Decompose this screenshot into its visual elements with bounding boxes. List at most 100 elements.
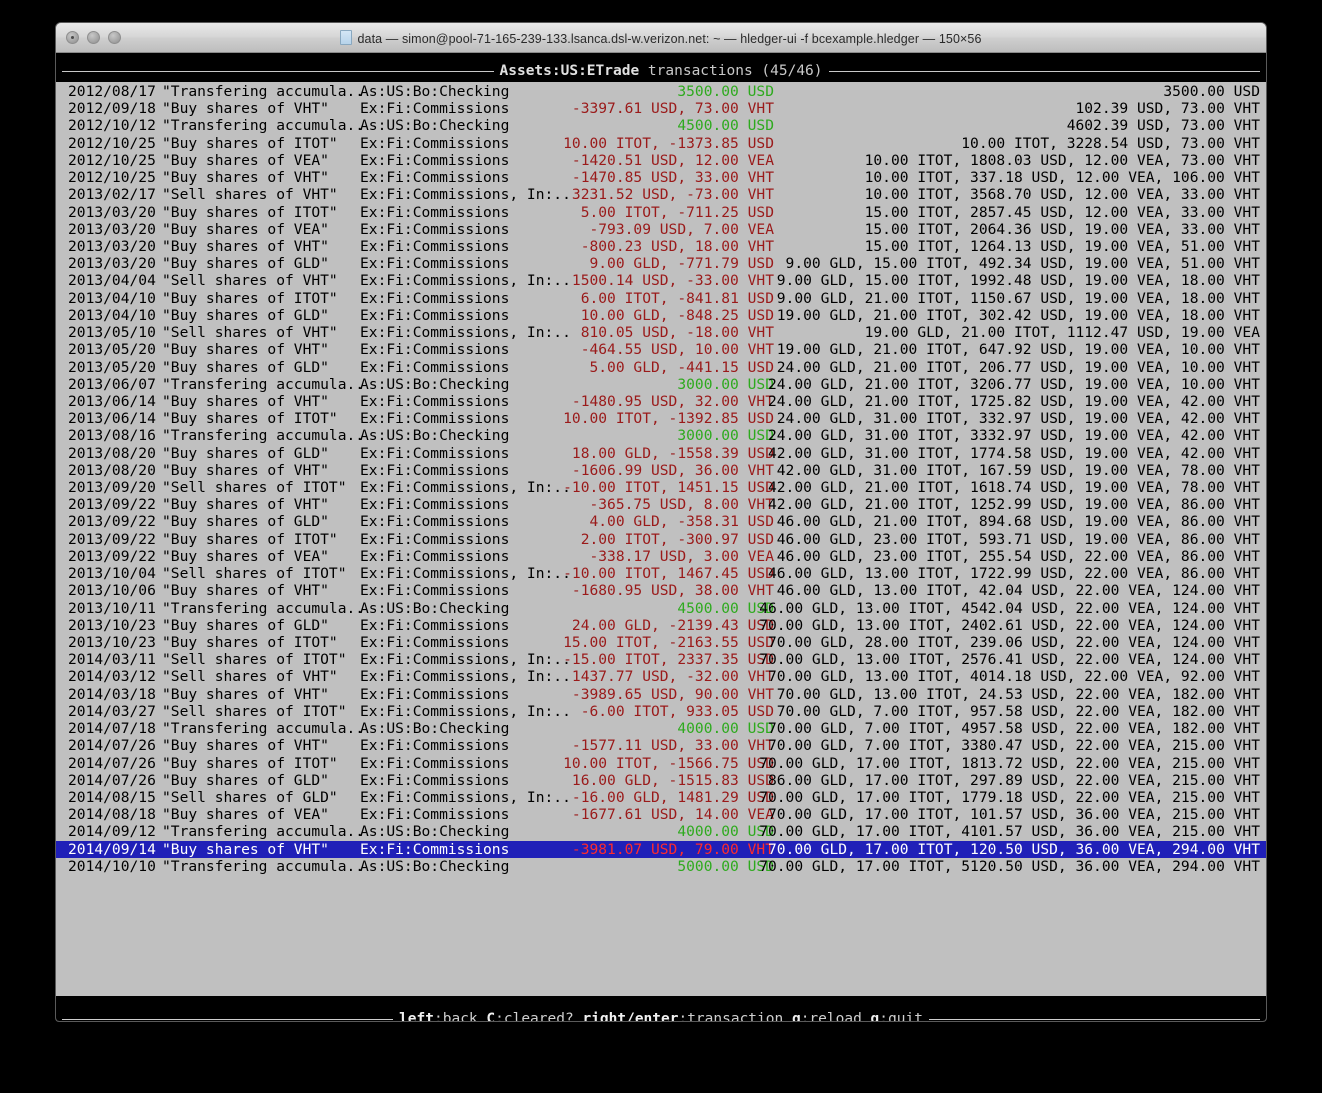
row-description: "Buy shares of ITOT"	[162, 203, 338, 221]
table-row[interactable]: 2012/08/17 "Transfering accumula.. As:US:B…	[56, 83, 1266, 100]
row-amount: -1420.51 USD, 12.00 VEA	[571, 151, 774, 169]
table-row[interactable]: 2013/04/10 "Buy shares of GLD" Ex:Fi:Commi…	[56, 307, 1266, 324]
table-row[interactable]: 2013/03/20 "Buy shares of VHT" Ex:Fi:Commi…	[56, 238, 1266, 255]
table-row[interactable]: 2014/10/10 "Transfering accumula.. As:US:B…	[56, 858, 1266, 875]
row-account: Ex:Fi:Commissions	[360, 151, 510, 169]
row-account: Ex:Fi:Commissions	[360, 358, 510, 376]
row-description: "Buy shares of GLD"	[162, 255, 329, 273]
footer-rule-right	[928, 1019, 1261, 1020]
table-row[interactable]: 2012/10/25 "Buy shares of VHT" Ex:Fi:Commi…	[56, 169, 1266, 186]
table-row[interactable]: 2013/09/22 "Buy shares of VHT" Ex:Fi:Commi…	[56, 496, 1266, 513]
row-date: 2013/03/20	[68, 220, 156, 238]
table-row[interactable]: 2013/09/22 "Buy shares of VEA" Ex:Fi:Commi…	[56, 548, 1266, 565]
row-date: 2013/10/23	[68, 634, 156, 651]
row-balance: 24.00 GLD, 31.00 ITOT, 332.97 USD, 19.00…	[776, 410, 1260, 428]
close-button-icon[interactable]	[66, 31, 79, 44]
table-row[interactable]: 2013/09/22 "Buy shares of GLD" Ex:Fi:Commi…	[56, 513, 1266, 530]
row-account: Ex:Fi:Commissions, In:..	[360, 324, 571, 342]
zoom-button-icon[interactable]	[108, 31, 121, 44]
table-row[interactable]: 2014/07/26 "Buy shares of VHT" Ex:Fi:Commi…	[56, 737, 1266, 754]
row-balance: 42.00 GLD, 21.00 ITOT, 1618.74 USD, 19.0…	[767, 479, 1260, 497]
table-row[interactable]: 2013/06/14 "Buy shares of VHT" Ex:Fi:Commi…	[56, 393, 1266, 410]
row-balance: 70.00 GLD, 17.00 ITOT, 1779.18 USD, 22.0…	[759, 788, 1260, 806]
table-row[interactable]: 2013/09/20 "Sell shares of ITOT" Ex:Fi:Com…	[56, 479, 1266, 496]
table-row[interactable]: 2013/10/06 "Buy shares of VHT" Ex:Fi:Commi…	[56, 582, 1266, 599]
row-date: 2013/08/16	[68, 427, 156, 445]
table-row[interactable]: 2013/08/16 "Transfering accumula.. As:US:B…	[56, 427, 1266, 444]
row-balance: 10.00 ITOT, 1808.03 USD, 12.00 VEA, 73.0…	[864, 151, 1260, 169]
row-description: "Buy shares of VHT"	[162, 169, 329, 187]
row-balance: 46.00 GLD, 23.00 ITOT, 593.71 USD, 19.00…	[776, 530, 1260, 548]
row-balance: 15.00 ITOT, 2857.45 USD, 12.00 VEA, 33.0…	[864, 203, 1260, 221]
row-account: Ex:Fi:Commissions	[360, 616, 510, 634]
table-row[interactable]: 2013/04/10 "Buy shares of ITOT" Ex:Fi:Comm…	[56, 290, 1266, 307]
window-titlebar[interactable]: data — simon@pool-71-165-239-133.lsanca.…	[56, 23, 1266, 53]
row-amount: -1677.61 USD, 14.00 VEA	[571, 806, 774, 824]
table-row[interactable]: 2014/09/14 "Buy shares of VHT" Ex:Fi:Commi…	[56, 840, 1266, 858]
table-row[interactable]: 2012/10/12 "Transfering accumula.. As:US:B…	[56, 117, 1266, 134]
table-row[interactable]: 2012/09/18 "Buy shares of VHT" Ex:Fi:Commi…	[56, 100, 1266, 117]
table-row[interactable]: 2013/06/14 "Buy shares of ITOT" Ex:Fi:Comm…	[56, 410, 1266, 427]
row-description: "Sell shares of ITOT"	[162, 651, 347, 669]
table-row[interactable]: 2014/03/11 "Sell shares of ITOT" Ex:Fi:Com…	[56, 651, 1266, 668]
row-amount: -338.17 USD, 3.00 VEA	[589, 547, 774, 565]
table-row[interactable]: 2014/07/26 "Buy shares of ITOT" Ex:Fi:Comm…	[56, 755, 1266, 772]
row-date: 2014/10/10	[68, 857, 156, 875]
table-row[interactable]: 2013/05/20 "Buy shares of VHT" Ex:Fi:Commi…	[56, 341, 1266, 358]
row-balance: 3500.00 USD	[1163, 83, 1260, 100]
minimize-button-icon[interactable]	[87, 31, 100, 44]
table-row[interactable]: 2012/10/25 "Buy shares of VEA" Ex:Fi:Commi…	[56, 152, 1266, 169]
table-row[interactable]: 2013/10/23 "Buy shares of GLD" Ex:Fi:Commi…	[56, 617, 1266, 634]
row-balance: 70.00 GLD, 17.00 ITOT, 1813.72 USD, 22.0…	[759, 754, 1260, 772]
table-row[interactable]: 2013/08/20 "Buy shares of VHT" Ex:Fi:Commi…	[56, 462, 1266, 479]
row-balance: 70.00 GLD, 7.00 ITOT, 4957.58 USD, 22.00…	[767, 720, 1260, 738]
table-row[interactable]: 2013/08/20 "Buy shares of GLD" Ex:Fi:Commi…	[56, 445, 1266, 462]
row-balance: 70.00 GLD, 13.00 ITOT, 2576.41 USD, 22.0…	[759, 651, 1260, 669]
table-row[interactable]: 2014/03/12 "Sell shares of VHT" Ex:Fi:Comm…	[56, 668, 1266, 685]
transaction-list[interactable]: 2012/08/17 "Transfering accumula.. As:US:B…	[56, 82, 1266, 996]
row-balance: 70.00 GLD, 17.00 ITOT, 4101.57 USD, 36.0…	[759, 823, 1260, 841]
row-date: 2014/03/27	[68, 702, 156, 720]
table-row[interactable]: 2013/10/23 "Buy shares of ITOT" Ex:Fi:Comm…	[56, 634, 1266, 651]
row-date: 2014/03/12	[68, 668, 156, 686]
row-balance: 15.00 ITOT, 1264.13 USD, 19.00 VEA, 51.0…	[864, 237, 1260, 255]
table-row[interactable]: 2013/03/20 "Buy shares of ITOT" Ex:Fi:Comm…	[56, 204, 1266, 221]
table-row[interactable]: 2013/06/07 "Transfering accumula.. As:US:B…	[56, 376, 1266, 393]
keybinding-action: :back	[434, 1011, 478, 1022]
table-row[interactable]: 2013/05/20 "Buy shares of GLD" Ex:Fi:Commi…	[56, 359, 1266, 376]
table-row[interactable]: 2014/08/15 "Sell shares of GLD" Ex:Fi:Comm…	[56, 789, 1266, 806]
row-account: Ex:Fi:Commissions	[360, 806, 510, 824]
row-account: Ex:Fi:Commissions, In:..	[360, 702, 571, 720]
table-row[interactable]: 2013/03/20 "Buy shares of GLD" Ex:Fi:Commi…	[56, 255, 1266, 272]
row-amount: -3397.61 USD, 73.00 VHT	[571, 100, 774, 118]
table-row[interactable]: 2014/09/12 "Transfering accumula.. As:US:B…	[56, 823, 1266, 840]
table-row[interactable]: 2012/10/25 "Buy shares of ITOT" Ex:Fi:Comm…	[56, 135, 1266, 152]
table-row[interactable]: 2013/10/11 "Transfering accumula.. As:US:B…	[56, 600, 1266, 617]
row-date: 2014/08/18	[68, 806, 156, 824]
table-row[interactable]: 2013/10/04 "Sell shares of ITOT" Ex:Fi:Com…	[56, 565, 1266, 582]
table-row[interactable]: 2013/09/22 "Buy shares of ITOT" Ex:Fi:Comm…	[56, 531, 1266, 548]
table-row[interactable]: 2013/04/04 "Sell shares of VHT" Ex:Fi:Comm…	[56, 272, 1266, 289]
row-description: "Transfering accumula..	[162, 83, 365, 100]
keybinding-key: g	[791, 1011, 801, 1022]
row-date: 2013/10/06	[68, 582, 156, 600]
table-row[interactable]: 2013/02/17 "Sell shares of VHT" Ex:Fi:Comm…	[56, 186, 1266, 203]
table-row[interactable]: 2014/03/18 "Buy shares of VHT" Ex:Fi:Commi…	[56, 686, 1266, 703]
row-account: Ex:Fi:Commissions	[360, 134, 510, 152]
row-account: As:US:Bo:Checking	[360, 857, 510, 875]
table-row[interactable]: 2014/08/18 "Buy shares of VEA" Ex:Fi:Commi…	[56, 806, 1266, 823]
row-description: "Transfering accumula..	[162, 857, 365, 875]
table-row[interactable]: 2013/03/20 "Buy shares of VEA" Ex:Fi:Commi…	[56, 221, 1266, 238]
row-description: "Buy shares of GLD"	[162, 616, 329, 634]
table-row[interactable]: 2014/03/27 "Sell shares of ITOT" Ex:Fi:Com…	[56, 703, 1266, 720]
row-date: 2014/03/11	[68, 651, 156, 669]
row-description: "Buy shares of ITOT"	[162, 410, 338, 428]
row-date: 2013/05/20	[68, 341, 156, 359]
row-account: Ex:Fi:Commissions	[360, 547, 510, 565]
table-row[interactable]: 2014/07/26 "Buy shares of GLD" Ex:Fi:Commi…	[56, 772, 1266, 789]
window-controls	[66, 31, 121, 44]
table-row[interactable]: 2013/05/10 "Sell shares of VHT" Ex:Fi:Comm…	[56, 324, 1266, 341]
table-row[interactable]: 2014/07/18 "Transfering accumula.. As:US:B…	[56, 720, 1266, 737]
row-description: "Buy shares of GLD"	[162, 306, 329, 324]
row-description: "Buy shares of VHT"	[162, 461, 329, 479]
